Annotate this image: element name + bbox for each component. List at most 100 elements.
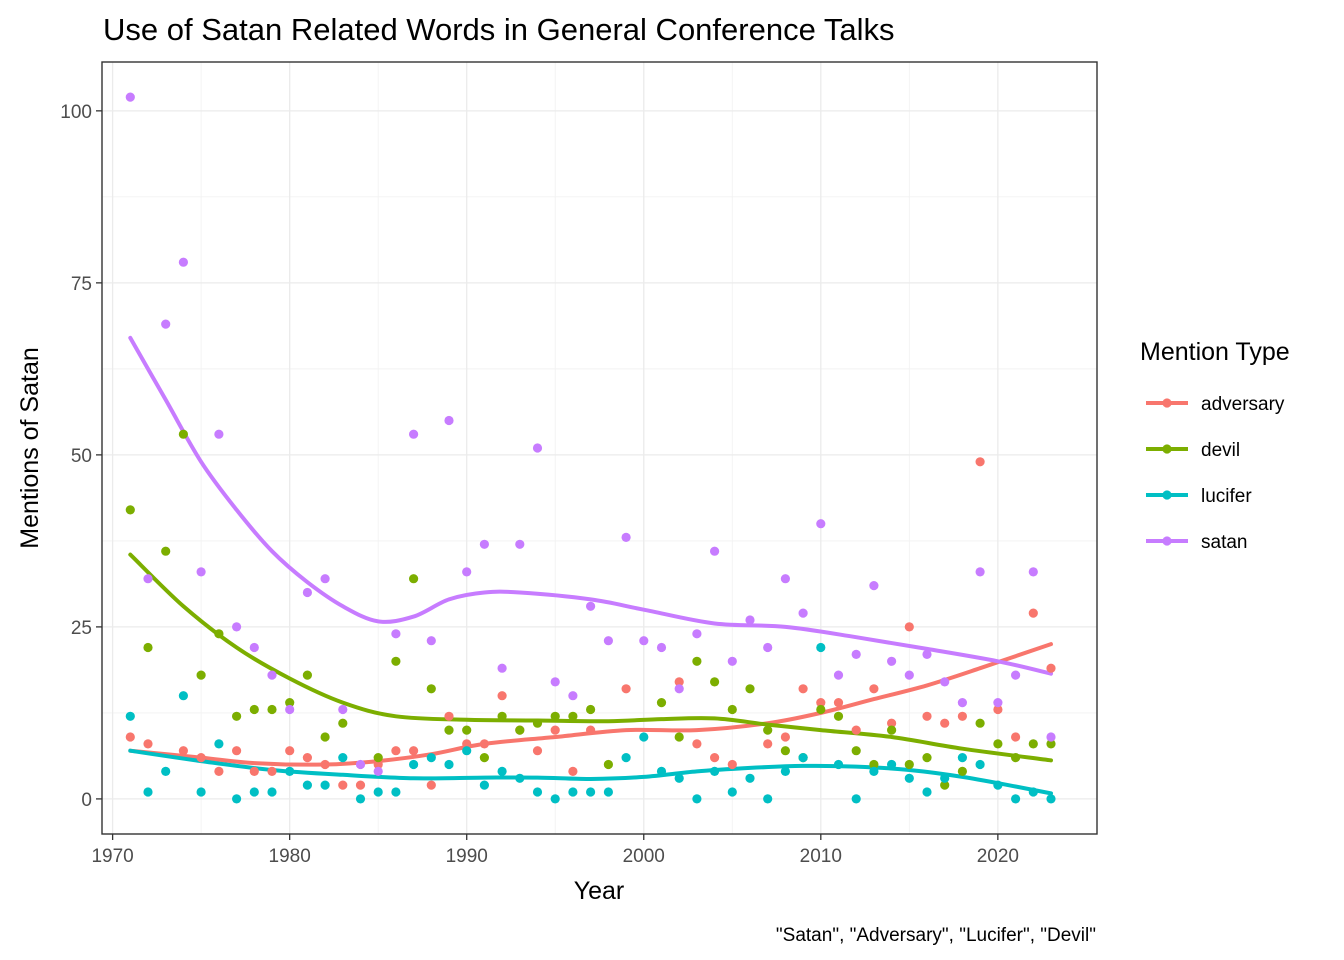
data-point-lucifer (851, 794, 861, 804)
data-point-lucifer (196, 787, 206, 797)
data-point-satan (763, 642, 773, 653)
legend: Mention Type adversary devil lucifer satan (1140, 338, 1290, 553)
data-point-devil (710, 677, 720, 687)
data-point-lucifer (975, 759, 985, 770)
data-point-adversary (993, 704, 1003, 715)
data-point-lucifer (639, 732, 649, 742)
data-point-lucifer (267, 787, 277, 797)
data-point-adversary (798, 684, 808, 694)
data-point-lucifer (302, 780, 312, 790)
trend-line-lucifer (128, 748, 1053, 796)
x-tick-label: 2000 (623, 846, 665, 867)
data-point-devil (656, 698, 667, 708)
y-tick-label: 25 (71, 618, 92, 639)
data-point-lucifer (178, 691, 188, 701)
data-point-lucifer (161, 766, 171, 777)
legend-label: adversary (1201, 394, 1285, 415)
data-point-adversary (249, 766, 259, 777)
data-point-satan (391, 629, 401, 639)
data-point-adversary (851, 725, 861, 735)
data-point-devil (851, 746, 861, 756)
data-point-adversary (940, 718, 950, 728)
panel-background (102, 62, 1097, 834)
data-point-satan (833, 670, 844, 680)
data-point-satan (373, 766, 383, 777)
data-point-lucifer (674, 773, 684, 783)
plot-panel (101, 61, 1098, 835)
data-point-satan (993, 698, 1003, 708)
data-point-satan (196, 567, 206, 577)
data-point-lucifer (816, 642, 826, 653)
data-point-lucifer (550, 794, 560, 804)
data-point-satan (568, 691, 578, 701)
data-point-satan (922, 649, 932, 660)
data-point-lucifer (125, 711, 135, 721)
data-point-adversary (125, 732, 135, 742)
data-point-lucifer (1046, 794, 1056, 804)
data-point-satan (727, 656, 737, 666)
y-tick-label: 0 (81, 790, 92, 811)
data-point-satan (1011, 670, 1021, 680)
data-point-adversary (674, 677, 684, 687)
data-point-satan (178, 257, 188, 267)
data-point-lucifer (869, 766, 879, 777)
data-point-lucifer (285, 766, 295, 777)
data-point-devil (993, 739, 1003, 749)
data-point-adversary (285, 746, 295, 756)
data-point-lucifer (232, 794, 242, 804)
data-point-adversary (727, 759, 737, 770)
data-point-adversary (621, 684, 631, 694)
data-point-satan (285, 704, 295, 715)
y-tick-label: 75 (71, 274, 92, 295)
y-axis: 0 25 50 75 100 (60, 102, 102, 811)
trend-line-satan (128, 335, 1053, 676)
data-point-satan (125, 92, 135, 102)
data-point-devil (674, 732, 684, 742)
data-point-satan (957, 698, 968, 708)
data-point-satan (497, 663, 507, 673)
data-point-satan (621, 532, 631, 543)
data-point-satan (355, 759, 366, 770)
data-point-devil (568, 711, 578, 721)
series-points-satan (125, 92, 1056, 777)
data-points (125, 92, 1056, 804)
data-point-satan (161, 319, 171, 329)
data-point-satan (887, 656, 897, 666)
data-point-adversary (178, 746, 188, 756)
data-point-devil (727, 704, 737, 715)
x-tick-label: 2010 (800, 846, 842, 867)
data-point-lucifer (143, 787, 153, 797)
panel-border (101, 61, 1098, 835)
data-point-adversary (957, 711, 968, 721)
data-point-adversary (869, 684, 879, 694)
data-point-devil (887, 725, 897, 735)
data-point-devil (1028, 739, 1038, 749)
data-point-lucifer (798, 753, 808, 763)
data-point-devil (338, 718, 348, 728)
data-point-devil (426, 684, 436, 694)
data-point-devil (1011, 753, 1021, 763)
data-point-satan (462, 567, 472, 577)
data-point-devil (479, 753, 489, 763)
data-point-satan (851, 649, 861, 660)
data-point-devil (780, 746, 791, 756)
data-point-devil (904, 759, 914, 770)
data-point-satan (532, 443, 543, 453)
data-point-adversary (462, 739, 472, 749)
data-point-devil (320, 732, 330, 742)
data-point-satan (816, 519, 826, 529)
data-point-lucifer (710, 766, 720, 777)
data-point-satan (674, 684, 684, 694)
data-point-satan (338, 704, 348, 715)
data-point-lucifer (940, 773, 950, 783)
data-point-lucifer (409, 759, 419, 770)
data-point-adversary (887, 718, 897, 728)
series-points-lucifer (125, 642, 1056, 804)
y-tick-label: 50 (71, 446, 92, 467)
data-point-adversary (391, 746, 401, 756)
data-point-lucifer (692, 794, 702, 804)
data-point-satan (426, 636, 436, 646)
data-point-satan (1046, 732, 1056, 742)
chart-title: Use of Satan Related Words in General Co… (103, 12, 895, 47)
